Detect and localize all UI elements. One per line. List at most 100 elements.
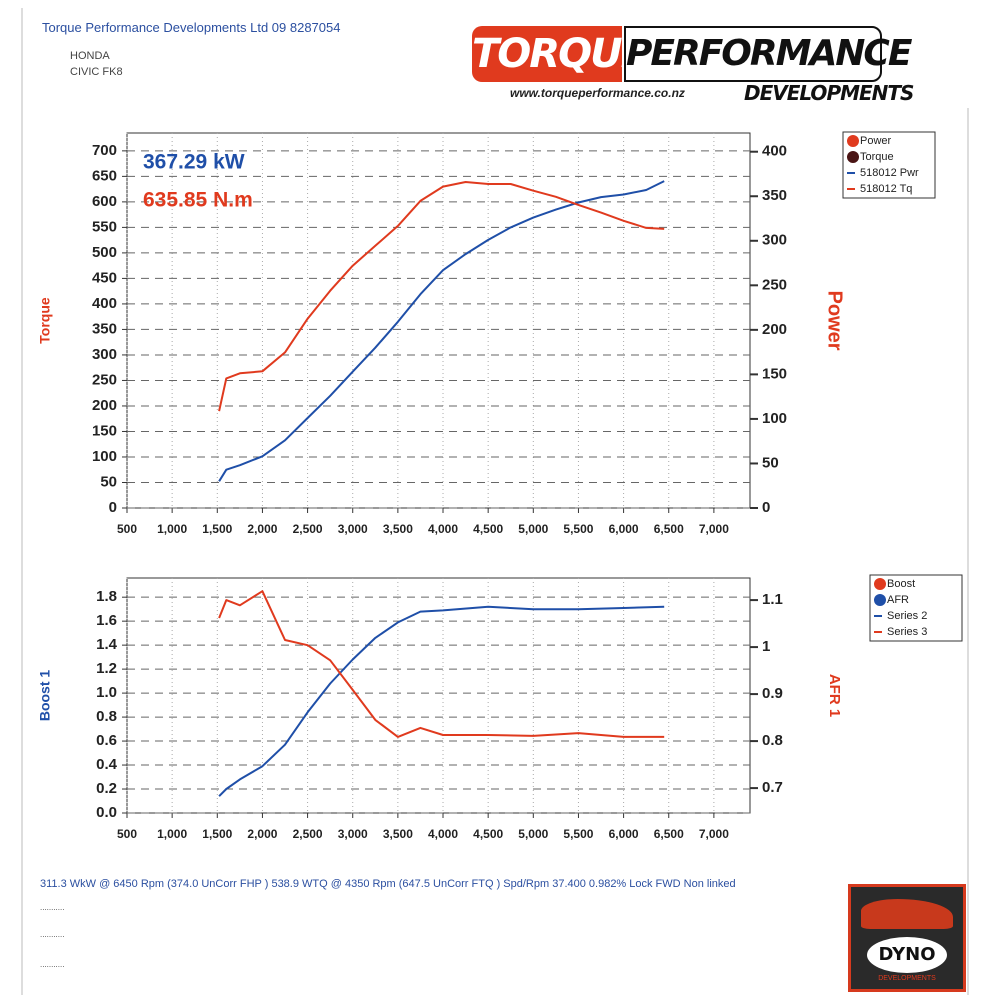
x-tick-label: 5,500 xyxy=(563,827,593,841)
y-tick-label: 300 xyxy=(92,346,117,363)
y2-tick-label: 100 xyxy=(762,410,787,427)
y2-tick-label: 150 xyxy=(762,365,787,382)
y2-tick-label: 400 xyxy=(762,143,787,160)
y-tick-label: 0.8 xyxy=(96,708,117,725)
y-tick-label: 1.0 xyxy=(96,684,117,701)
y-tick-label: 1.6 xyxy=(96,612,117,629)
x-tick-label: 2,500 xyxy=(293,522,323,536)
x-tick-label: 4,500 xyxy=(473,522,503,536)
x-tick-label: 2,000 xyxy=(247,522,277,536)
x-tick-label: 3,500 xyxy=(383,827,413,841)
legend-swatch xyxy=(874,594,886,606)
note: ........... xyxy=(40,903,65,912)
note: ........... xyxy=(40,930,65,939)
badge-word: DYNO xyxy=(867,937,947,973)
y-tick-label: 450 xyxy=(92,269,117,286)
y-tick-label: 150 xyxy=(92,422,117,439)
annotation: 635.85 N.m xyxy=(143,189,253,212)
x-tick-label: 4,000 xyxy=(428,522,458,536)
x-tick-label: 4,500 xyxy=(473,827,503,841)
y-tick-label: 0.2 xyxy=(96,780,117,797)
y2-tick-label: 250 xyxy=(762,276,787,293)
legend-swatch xyxy=(847,151,859,163)
badge-word: DEVELOPMENTS xyxy=(878,975,936,982)
y-tick-label: 0.4 xyxy=(96,756,118,773)
y-tick-label: 0 xyxy=(109,499,117,516)
x-tick-label: 6,000 xyxy=(609,827,639,841)
y-tick-label: 1.2 xyxy=(96,660,117,677)
logo-word: DEVELOPMENTS xyxy=(744,81,914,105)
x-tick-label: 1,500 xyxy=(202,522,232,536)
x-tick-label: 2,500 xyxy=(293,827,323,841)
legend-label: Torque xyxy=(860,151,894,163)
y-tick-label: 700 xyxy=(92,142,117,159)
y2-tick-label: 350 xyxy=(762,187,787,204)
x-tick-label: 5,000 xyxy=(518,827,548,841)
y2-tick-label: 1 xyxy=(762,638,770,655)
y-tick-label: 650 xyxy=(92,167,117,184)
y2-tick-label: 0.7 xyxy=(762,779,783,796)
logo: TORQUE PERFORMANCE www.torqueperformance… xyxy=(472,26,914,106)
x-tick-label: 1,000 xyxy=(157,827,187,841)
legend-label: Boost xyxy=(887,578,915,590)
series-line xyxy=(218,181,665,412)
legend-label: 518012 Pwr xyxy=(860,167,919,179)
x-tick-label: 3,000 xyxy=(338,827,368,841)
legend-label: 518012 Tq xyxy=(860,183,912,195)
y2-tick-label: 0 xyxy=(762,499,770,516)
vehicle-make: HONDA xyxy=(70,50,110,62)
y2-axis-label: Power xyxy=(824,290,846,350)
y-tick-label: 250 xyxy=(92,371,117,388)
y-tick-label: 600 xyxy=(92,193,117,210)
x-tick-label: 3,500 xyxy=(383,522,413,536)
dyno-badge: DYNO DEVELOPMENTS xyxy=(848,884,966,992)
y2-tick-label: 50 xyxy=(762,454,779,471)
x-tick-label: 5,000 xyxy=(518,522,548,536)
website: www.torqueperformance.co.nz xyxy=(510,86,685,100)
note: ........... xyxy=(40,960,65,969)
company-line: Torque Performance Developments Ltd 09 8… xyxy=(42,20,341,35)
legend-swatch xyxy=(847,135,859,147)
x-tick-label: 6,500 xyxy=(654,522,684,536)
y-tick-label: 1.8 xyxy=(96,588,117,605)
series-line xyxy=(218,180,665,482)
legend-label: Power xyxy=(860,135,892,147)
x-tick-label: 500 xyxy=(117,522,137,536)
series-line xyxy=(218,605,665,797)
y-tick-label: 550 xyxy=(92,218,117,235)
x-tick-label: 6,000 xyxy=(609,522,639,536)
y-tick-label: 500 xyxy=(92,244,117,261)
vehicle-model: CIVIC FK8 xyxy=(70,66,123,78)
legend-label: AFR xyxy=(887,594,909,606)
y2-tick-label: 0.9 xyxy=(762,685,783,702)
x-tick-label: 4,000 xyxy=(428,827,458,841)
x-tick-label: 5,500 xyxy=(563,522,593,536)
y2-tick-label: 0.8 xyxy=(762,732,783,749)
x-tick-label: 3,000 xyxy=(338,522,368,536)
y-tick-label: 350 xyxy=(92,320,117,337)
series-line xyxy=(218,590,665,738)
legend-label: Series 3 xyxy=(887,626,927,638)
x-tick-label: 1,500 xyxy=(202,827,232,841)
logo-word: TORQUE xyxy=(472,26,648,82)
legend-swatch xyxy=(874,578,886,590)
y2-tick-label: 300 xyxy=(762,232,787,249)
y-tick-label: 200 xyxy=(92,397,117,414)
x-tick-label: 500 xyxy=(117,827,137,841)
summary: 311.3 WkW @ 6450 Rpm (374.0 UnCorr FHP )… xyxy=(40,878,736,890)
y-tick-label: 0.6 xyxy=(96,732,117,749)
x-tick-label: 2,000 xyxy=(247,827,277,841)
y-tick-label: 50 xyxy=(100,473,117,490)
y2-tick-label: 200 xyxy=(762,321,787,338)
y-tick-label: 0.0 xyxy=(96,804,117,821)
x-tick-label: 7,000 xyxy=(699,522,729,536)
y-tick-label: 400 xyxy=(92,295,117,312)
logo-word: PERFORMANCE xyxy=(624,26,912,82)
y-tick-label: 100 xyxy=(92,448,117,465)
y-axis-label: Torque xyxy=(37,297,53,344)
y-axis-label: Boost 1 xyxy=(37,670,53,722)
legend-label: Series 2 xyxy=(887,610,927,622)
x-tick-label: 1,000 xyxy=(157,522,187,536)
x-tick-label: 6,500 xyxy=(654,827,684,841)
